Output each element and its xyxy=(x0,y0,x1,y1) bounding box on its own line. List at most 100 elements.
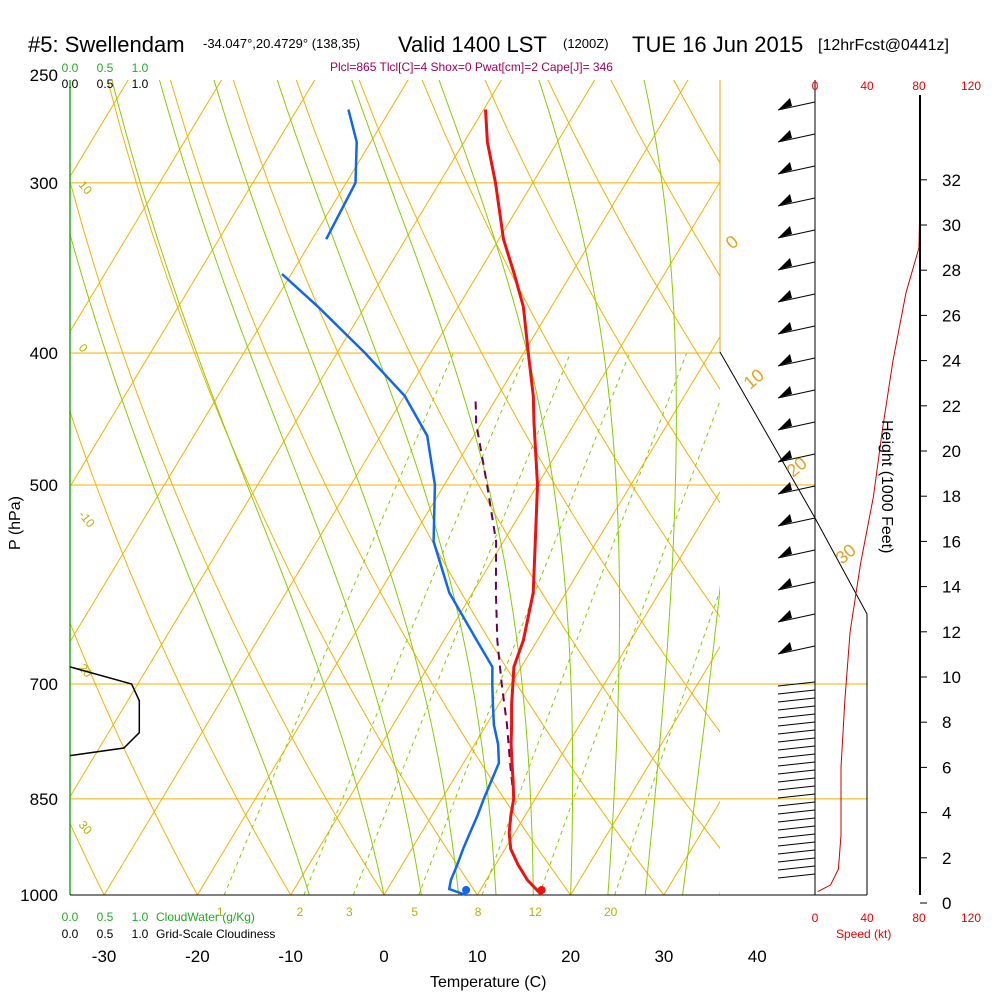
wind-barb-flag xyxy=(778,322,792,334)
wind-speed-curve xyxy=(817,157,921,893)
wind-barb-flag xyxy=(778,162,792,174)
wind-barb xyxy=(777,293,816,303)
dry-adiabat-label: 10 xyxy=(76,178,96,197)
station-title: #5: Swellendam xyxy=(28,32,185,57)
height-tick-label: 2 xyxy=(942,849,951,868)
mixing-ratio-line xyxy=(481,352,688,895)
height-tick-label: 24 xyxy=(942,352,961,371)
mixing-ratio-label: 8 xyxy=(475,905,482,919)
pressure-tick-label: 1000 xyxy=(20,886,58,905)
speed-tick-label: 120 xyxy=(961,911,981,925)
cloudiness-tick-label: 0.5 xyxy=(97,927,114,941)
height-tick-label: 20 xyxy=(942,442,961,461)
wind-barb xyxy=(777,261,816,271)
moist-adiabat-line xyxy=(351,80,534,895)
wind-barb xyxy=(777,857,816,863)
moist-adiabat-line xyxy=(276,80,497,895)
pressure-tick-label: 500 xyxy=(30,476,58,495)
wind-barb-flag xyxy=(778,514,792,526)
forecast-tag: [12hrFcst@0441z] xyxy=(818,37,949,54)
wind-barbs xyxy=(777,98,816,879)
height-tick-label: 30 xyxy=(942,216,961,235)
wind-barb xyxy=(777,549,816,559)
wind-barb xyxy=(777,697,816,703)
temperature-tick-label: -10 xyxy=(278,947,303,966)
wind-barb xyxy=(777,833,816,839)
wind-barb xyxy=(777,825,816,831)
cloudiness-tick-label: 0.0 xyxy=(62,927,79,941)
dry-adiabat-label: 30 xyxy=(76,818,96,837)
pressure-tick-label: 250 xyxy=(30,66,58,85)
cloudwater-tick-label: 0.5 xyxy=(97,910,114,924)
mixing-ratio-line xyxy=(352,352,571,895)
wind-barb xyxy=(777,705,816,711)
speed-tick-label: 0 xyxy=(812,79,819,93)
mixing-ratio-line xyxy=(223,352,454,895)
wind-barb-flag xyxy=(778,546,792,558)
wind-barb xyxy=(777,681,816,687)
wind-barb xyxy=(777,729,816,735)
wind-barb xyxy=(777,485,816,495)
mixing-ratio-label: 12 xyxy=(529,905,543,919)
mixing-ratio-line xyxy=(614,589,720,895)
moist-adiabat-line xyxy=(643,80,677,895)
wind-barb xyxy=(777,101,816,111)
cloudwater-tick-label: 0.5 xyxy=(97,61,114,75)
height-tick-label: 22 xyxy=(942,397,961,416)
wind-barb-flag xyxy=(778,258,792,270)
surface-dewpoint-dot xyxy=(462,886,471,894)
height-tick-label: 32 xyxy=(942,171,961,190)
wind-barb-flag xyxy=(778,194,792,206)
valid-time: Valid 1400 LST xyxy=(398,32,547,57)
wind-barb-flag xyxy=(778,354,792,366)
temperature-tick-label: 40 xyxy=(748,947,767,966)
wind-barb-flag xyxy=(778,130,792,142)
cloud-scale-top: 0.0 0.0 0.5 0.5 1.0 1.0 xyxy=(62,61,149,91)
temperature-ticks: -30 -20 -10 0 10 20 30 40 xyxy=(92,947,767,966)
pressure-tick-label: 850 xyxy=(30,790,58,809)
dry-adiabat-line xyxy=(0,75,11,895)
dry-adiabat-line xyxy=(421,80,720,618)
wind-barb-flag xyxy=(778,386,792,398)
temperature-tick-label: 0 xyxy=(379,947,388,966)
temperature-tick-label: -30 xyxy=(92,947,117,966)
mixing-ratio-line xyxy=(538,399,720,895)
mixing-ratio-label: 1 xyxy=(217,905,224,919)
height-tick-label: 18 xyxy=(942,487,961,506)
pressure-tick-label: 700 xyxy=(30,675,58,694)
dry-adiabat-line xyxy=(922,75,1000,895)
speed-tick-label: 40 xyxy=(860,79,874,93)
wind-barb xyxy=(777,229,816,239)
sounding-params: Plcl=865 Tlcl[C]=4 Shox=0 Pwat[cm]=2 Cap… xyxy=(330,60,613,74)
wind-barb-flag xyxy=(778,226,792,238)
wind-barb-flag xyxy=(778,290,792,302)
wind-barb xyxy=(777,865,816,871)
wind-barb xyxy=(777,421,816,431)
wind-barb xyxy=(777,817,816,823)
speed-tick-label: 120 xyxy=(961,79,981,93)
speed-tick-label: 80 xyxy=(912,911,926,925)
isotherm-line xyxy=(851,75,1000,895)
wind-barb xyxy=(777,689,816,695)
surface-temperature-dot xyxy=(537,886,546,894)
wind-barb xyxy=(777,197,816,207)
wind-barb xyxy=(777,761,816,767)
mixing-ratio-label: 20 xyxy=(604,905,618,919)
isotherm-line xyxy=(944,75,1000,895)
isotherm-line xyxy=(70,80,223,333)
dry-adiabat-line xyxy=(70,179,385,895)
wind-barb xyxy=(777,849,816,855)
dry-adiabat-line xyxy=(70,621,198,895)
height-tick-label: 4 xyxy=(942,804,951,823)
dry-adiabat-line xyxy=(169,80,572,895)
pressure-tick-label: 400 xyxy=(30,344,58,363)
moist-adiabat-line xyxy=(438,80,574,895)
wind-barb xyxy=(777,325,816,335)
dry-adiabat-line xyxy=(484,80,720,504)
wind-barb-flag xyxy=(778,482,792,494)
wind-barb xyxy=(777,801,816,807)
pressure-ticks: 250 300 400 500 700 850 1000 xyxy=(20,66,58,905)
speed-scale-top: 0 40 80 120 xyxy=(812,79,982,93)
